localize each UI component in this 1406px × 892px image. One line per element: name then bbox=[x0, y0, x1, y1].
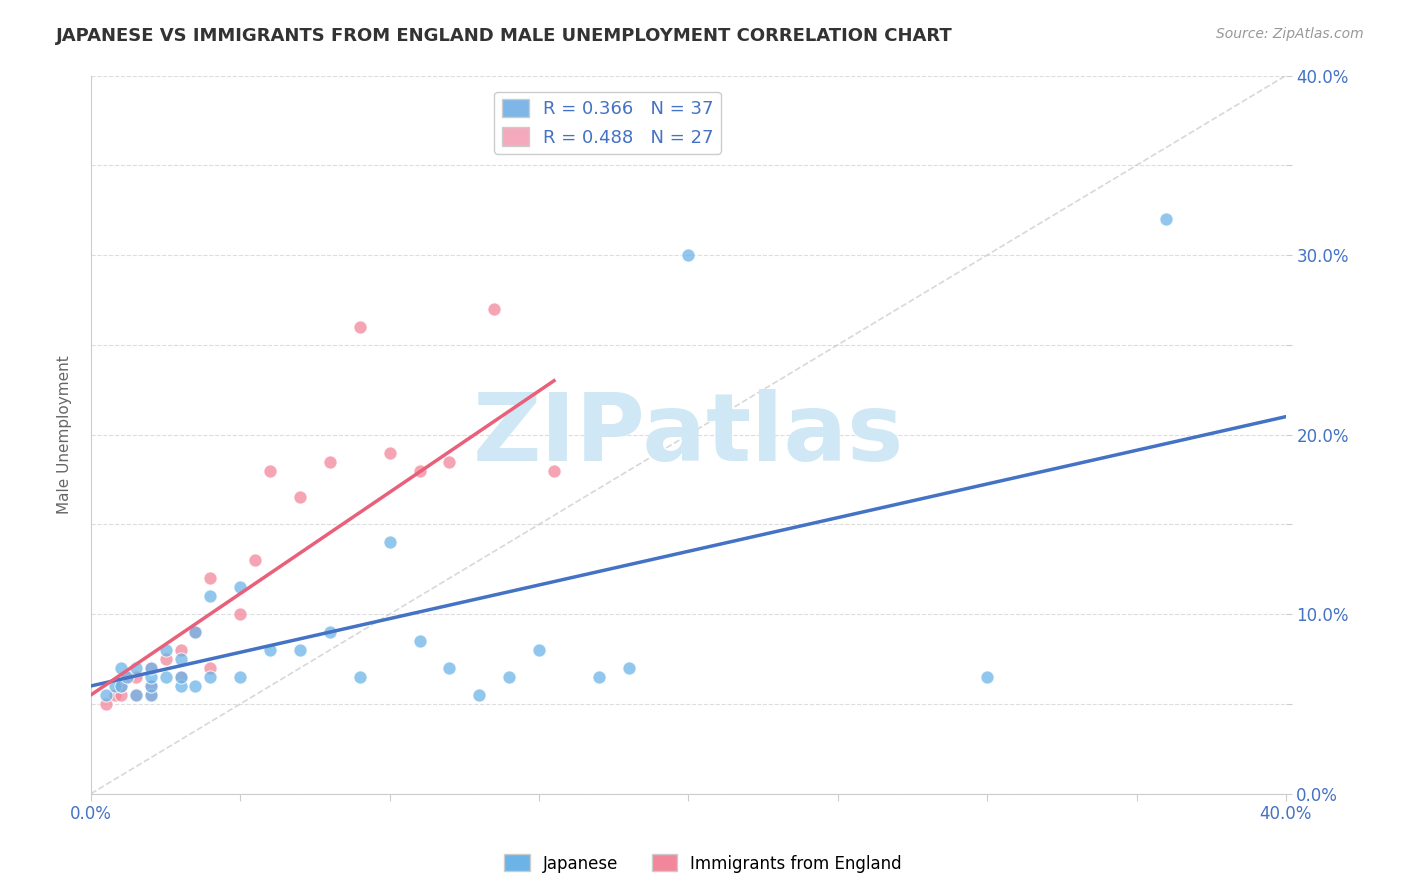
Point bbox=[169, 643, 191, 657]
Point bbox=[229, 670, 252, 684]
Point bbox=[200, 589, 222, 603]
Point bbox=[588, 670, 610, 684]
Point bbox=[259, 643, 281, 657]
Point bbox=[319, 454, 342, 468]
Point bbox=[229, 580, 252, 594]
Point bbox=[125, 670, 148, 684]
Point bbox=[319, 625, 342, 640]
Point bbox=[408, 634, 430, 648]
Point bbox=[527, 643, 550, 657]
Point bbox=[169, 670, 191, 684]
Point bbox=[184, 625, 207, 640]
Y-axis label: Male Unemployment: Male Unemployment bbox=[58, 355, 72, 514]
Point bbox=[468, 688, 491, 702]
Point bbox=[976, 670, 998, 684]
Legend: Japanese, Immigrants from England: Japanese, Immigrants from England bbox=[498, 847, 908, 880]
Point bbox=[288, 643, 311, 657]
Point bbox=[139, 661, 162, 675]
Point bbox=[498, 670, 520, 684]
Point bbox=[378, 535, 401, 549]
Point bbox=[155, 652, 177, 666]
Text: JAPANESE VS IMMIGRANTS FROM ENGLAND MALE UNEMPLOYMENT CORRELATION CHART: JAPANESE VS IMMIGRANTS FROM ENGLAND MALE… bbox=[56, 27, 953, 45]
Point bbox=[484, 301, 506, 316]
Point bbox=[94, 688, 117, 702]
Point bbox=[184, 625, 207, 640]
Point bbox=[184, 679, 207, 693]
Point bbox=[288, 491, 311, 505]
Text: ZIPatlas: ZIPatlas bbox=[472, 389, 904, 481]
Point bbox=[349, 319, 371, 334]
Point bbox=[139, 688, 162, 702]
Point bbox=[200, 571, 222, 585]
Point bbox=[378, 445, 401, 459]
Point bbox=[115, 670, 138, 684]
Point bbox=[349, 670, 371, 684]
Point bbox=[155, 670, 177, 684]
Point bbox=[139, 661, 162, 675]
Point bbox=[408, 463, 430, 477]
Point bbox=[94, 697, 117, 711]
Point bbox=[617, 661, 640, 675]
Point bbox=[110, 688, 132, 702]
Point bbox=[125, 661, 148, 675]
Point bbox=[169, 652, 191, 666]
Point bbox=[259, 463, 281, 477]
Point bbox=[139, 688, 162, 702]
Point bbox=[439, 454, 461, 468]
Point bbox=[200, 661, 222, 675]
Point bbox=[110, 679, 132, 693]
Legend: R = 0.366   N = 37, R = 0.488   N = 27: R = 0.366 N = 37, R = 0.488 N = 27 bbox=[495, 92, 721, 154]
Point bbox=[125, 688, 148, 702]
Point bbox=[139, 679, 162, 693]
Point bbox=[543, 463, 565, 477]
Point bbox=[125, 688, 148, 702]
Point bbox=[110, 679, 132, 693]
Point bbox=[439, 661, 461, 675]
Point bbox=[104, 679, 127, 693]
Point bbox=[678, 248, 700, 262]
Point bbox=[110, 661, 132, 675]
Point bbox=[1156, 212, 1178, 227]
Point bbox=[229, 607, 252, 621]
Point bbox=[139, 670, 162, 684]
Point bbox=[169, 679, 191, 693]
Text: Source: ZipAtlas.com: Source: ZipAtlas.com bbox=[1216, 27, 1364, 41]
Point bbox=[104, 688, 127, 702]
Point bbox=[139, 679, 162, 693]
Point bbox=[115, 670, 138, 684]
Point bbox=[155, 643, 177, 657]
Point bbox=[245, 553, 267, 567]
Point bbox=[169, 670, 191, 684]
Point bbox=[200, 670, 222, 684]
